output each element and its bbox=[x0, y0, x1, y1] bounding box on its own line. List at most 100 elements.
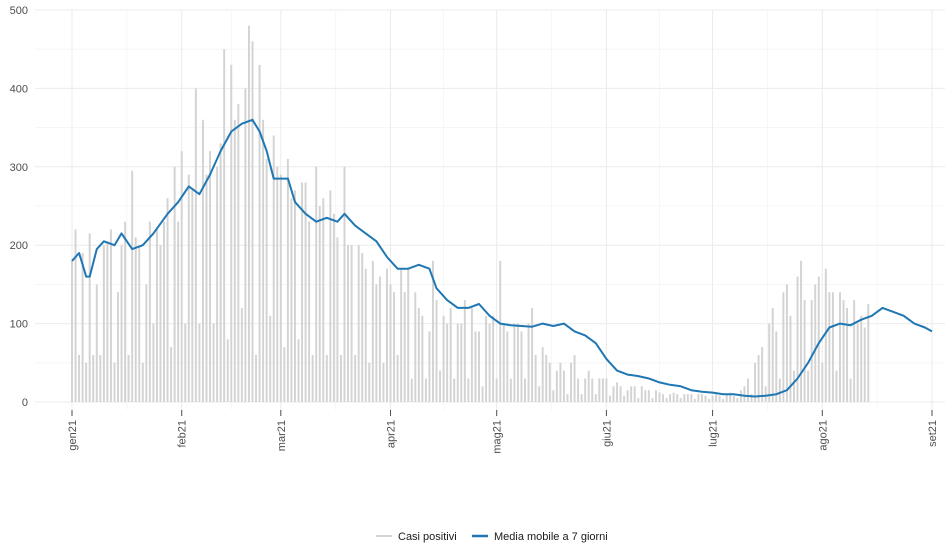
bar bbox=[184, 323, 187, 402]
bar bbox=[226, 339, 229, 402]
bar bbox=[527, 323, 530, 402]
x-tick-label: lug21 bbox=[708, 420, 720, 447]
bar bbox=[417, 307, 420, 402]
bar bbox=[531, 307, 534, 402]
bar bbox=[715, 394, 718, 402]
bar bbox=[722, 398, 725, 402]
bar bbox=[95, 284, 98, 402]
bar bbox=[145, 284, 148, 402]
bar bbox=[102, 245, 105, 402]
bar bbox=[424, 378, 427, 402]
y-axis: 0 100 200 300 400 500 bbox=[10, 5, 28, 409]
bar bbox=[378, 276, 381, 402]
bar bbox=[159, 245, 162, 402]
y-tick-label: 500 bbox=[10, 5, 28, 17]
bar bbox=[573, 354, 576, 402]
bar bbox=[630, 386, 633, 402]
bar bbox=[746, 378, 749, 402]
bar bbox=[117, 292, 119, 402]
bar bbox=[78, 354, 81, 402]
bar bbox=[407, 268, 410, 402]
bar bbox=[626, 390, 629, 402]
bar bbox=[272, 135, 275, 402]
bar bbox=[757, 354, 760, 402]
bar bbox=[736, 398, 739, 402]
bar bbox=[364, 268, 367, 402]
bar bbox=[255, 354, 258, 402]
x-tick-label: set21 bbox=[927, 420, 939, 447]
bar bbox=[435, 300, 438, 402]
bar bbox=[842, 300, 845, 402]
bar bbox=[463, 300, 466, 402]
bar bbox=[81, 253, 84, 402]
bar bbox=[817, 276, 820, 402]
y-tick-label: 300 bbox=[10, 162, 28, 174]
bar bbox=[810, 300, 813, 402]
bar bbox=[361, 253, 364, 402]
bar bbox=[644, 390, 647, 402]
bar bbox=[856, 323, 859, 402]
bar bbox=[481, 386, 484, 402]
bar bbox=[828, 292, 831, 402]
bar bbox=[166, 198, 169, 402]
bar bbox=[495, 378, 498, 402]
bar bbox=[396, 354, 399, 402]
bar bbox=[566, 394, 569, 402]
bar bbox=[591, 378, 594, 402]
x-tick-label: giu21 bbox=[601, 420, 613, 447]
bar bbox=[704, 395, 707, 402]
legend: Casi positivi Media mobile a 7 giorni bbox=[376, 531, 608, 543]
bar bbox=[109, 229, 112, 402]
bar bbox=[506, 331, 509, 402]
bar bbox=[88, 233, 91, 402]
x-axis: gen21 feb21 mar21 apr21 mag21 giu21 lug21 ago21… bbox=[67, 410, 939, 454]
bar bbox=[474, 331, 477, 402]
bar bbox=[357, 245, 360, 402]
bar bbox=[163, 221, 165, 402]
bar bbox=[807, 370, 810, 402]
bar bbox=[332, 213, 335, 402]
bar bbox=[502, 323, 505, 402]
bar bbox=[725, 394, 728, 402]
bar bbox=[577, 378, 580, 402]
bar bbox=[262, 119, 265, 402]
bar bbox=[509, 378, 512, 402]
bar bbox=[616, 382, 618, 402]
bar bbox=[329, 190, 332, 402]
bar bbox=[467, 378, 470, 402]
bar bbox=[654, 390, 657, 402]
bar bbox=[520, 331, 523, 402]
bar bbox=[584, 378, 587, 402]
bar bbox=[623, 395, 626, 402]
bar bbox=[605, 378, 608, 402]
bar bbox=[343, 166, 346, 402]
bar bbox=[499, 260, 502, 402]
bar bbox=[297, 339, 300, 402]
bar bbox=[619, 386, 622, 402]
bar bbox=[216, 166, 219, 402]
y-tick-label: 200 bbox=[10, 240, 28, 252]
bar bbox=[393, 292, 396, 402]
bar bbox=[708, 398, 711, 402]
bar bbox=[141, 362, 144, 402]
bar bbox=[711, 395, 714, 402]
bar bbox=[446, 323, 449, 402]
bar bbox=[315, 166, 318, 402]
bar bbox=[240, 307, 243, 402]
bar bbox=[651, 398, 654, 402]
legend-label-line: Media mobile a 7 giorni bbox=[494, 531, 608, 543]
bar bbox=[223, 49, 226, 402]
bar bbox=[800, 260, 803, 402]
bar bbox=[336, 237, 339, 402]
bar bbox=[867, 304, 870, 402]
bar bbox=[538, 386, 541, 402]
bar bbox=[205, 174, 208, 402]
bar bbox=[325, 354, 328, 402]
bar bbox=[386, 268, 388, 402]
bar bbox=[212, 323, 215, 402]
bar bbox=[658, 392, 661, 402]
bar bbox=[559, 362, 562, 402]
bar bbox=[647, 390, 650, 402]
bar bbox=[853, 300, 856, 402]
bar bbox=[793, 370, 795, 402]
